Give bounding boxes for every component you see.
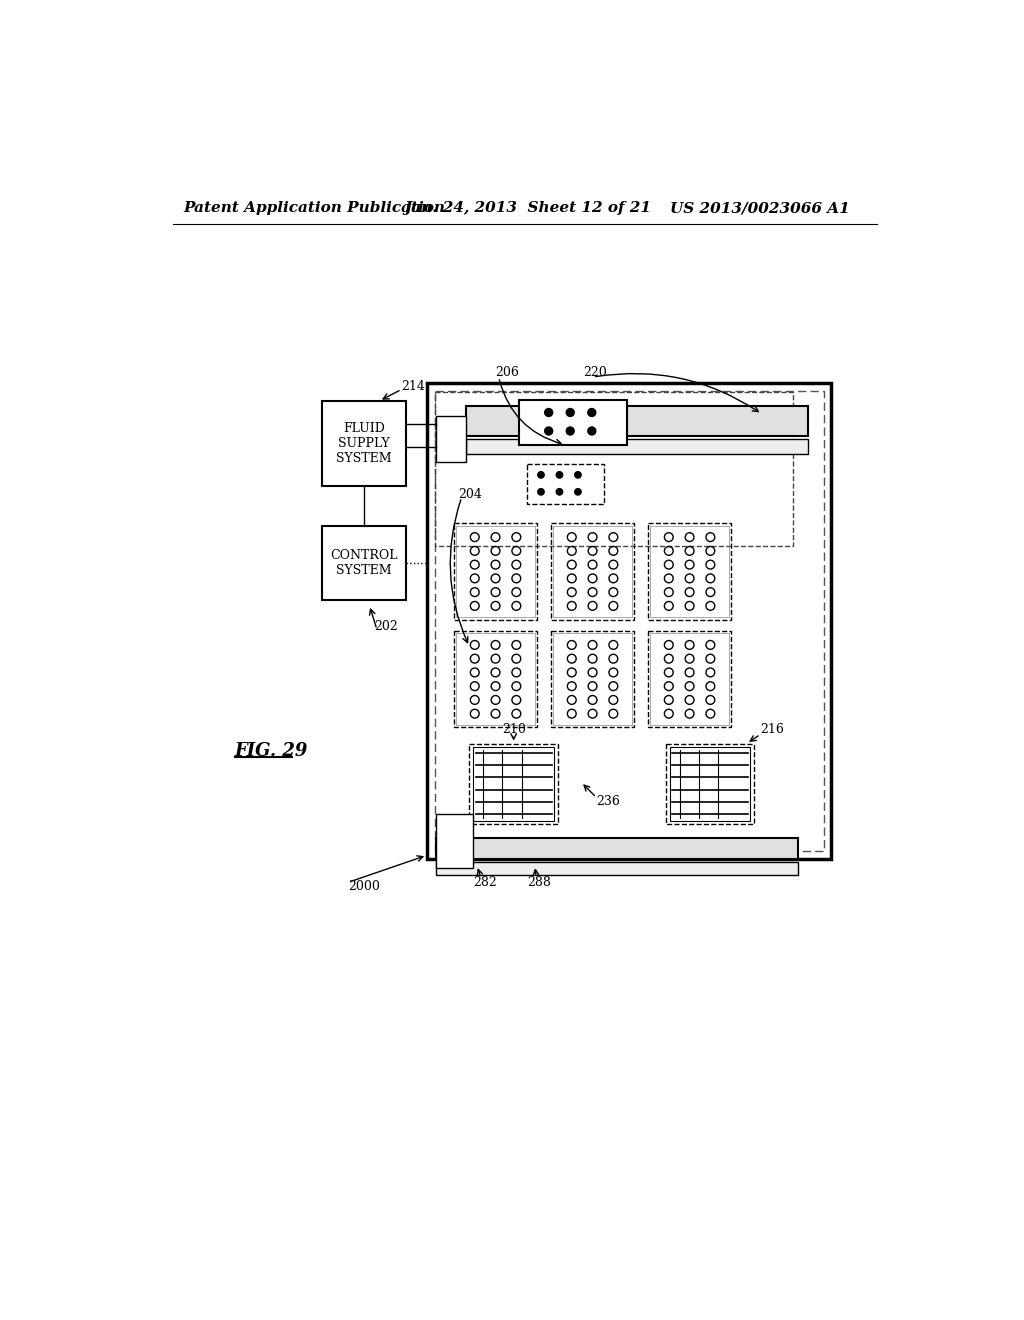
Text: 202: 202 [374, 620, 397, 634]
Text: 216: 216 [761, 723, 784, 737]
Bar [527, 465, 604, 504]
Text: 2000: 2000 [348, 880, 380, 894]
Bar [454, 524, 538, 619]
Bar [457, 634, 535, 725]
Bar [454, 631, 538, 727]
Text: 220: 220 [584, 366, 607, 379]
Bar [650, 634, 729, 725]
Bar [466, 407, 808, 436]
Text: 236: 236 [596, 795, 621, 808]
Circle shape [566, 409, 574, 416]
Bar [650, 525, 729, 618]
Bar [436, 837, 798, 859]
Bar [436, 814, 473, 869]
Bar [666, 743, 755, 825]
Bar [322, 527, 407, 599]
Bar [648, 524, 731, 619]
Text: 204: 204 [459, 487, 482, 500]
Bar [466, 438, 808, 454]
Bar [473, 747, 554, 821]
Circle shape [538, 488, 544, 495]
Text: 210: 210 [502, 723, 525, 737]
Text: Jan. 24, 2013  Sheet 12 of 21: Jan. 24, 2013 Sheet 12 of 21 [403, 202, 651, 215]
Text: 282: 282 [473, 875, 497, 888]
Bar [435, 391, 823, 851]
Text: CONTROL
SYSTEM: CONTROL SYSTEM [330, 549, 397, 577]
Bar [322, 401, 407, 486]
Bar [435, 392, 793, 546]
Circle shape [538, 471, 544, 478]
Bar [553, 634, 632, 725]
Circle shape [556, 471, 562, 478]
Circle shape [545, 409, 553, 416]
Circle shape [588, 428, 596, 434]
Bar [469, 743, 558, 825]
Text: US 2013/0023066 A1: US 2013/0023066 A1 [670, 202, 849, 215]
Circle shape [556, 488, 562, 495]
Text: Patent Application Publication: Patent Application Publication [183, 202, 444, 215]
Bar [551, 524, 634, 619]
Circle shape [574, 471, 581, 478]
Bar [519, 400, 628, 445]
Text: FIG. 29: FIG. 29 [234, 742, 308, 760]
Bar [457, 525, 535, 618]
Text: FLUID
SUPPLY
SYSTEM: FLUID SUPPLY SYSTEM [336, 422, 392, 465]
Circle shape [574, 488, 581, 495]
Bar [553, 525, 632, 618]
Text: 206: 206 [495, 366, 518, 379]
Bar [436, 416, 466, 462]
Circle shape [588, 409, 596, 416]
Text: 288: 288 [526, 875, 551, 888]
Bar [648, 631, 731, 727]
Text: 214: 214 [401, 380, 426, 393]
Circle shape [566, 428, 574, 434]
Bar [436, 862, 798, 874]
Bar [427, 383, 831, 859]
Bar [670, 747, 751, 821]
Circle shape [545, 428, 553, 434]
Bar [551, 631, 634, 727]
